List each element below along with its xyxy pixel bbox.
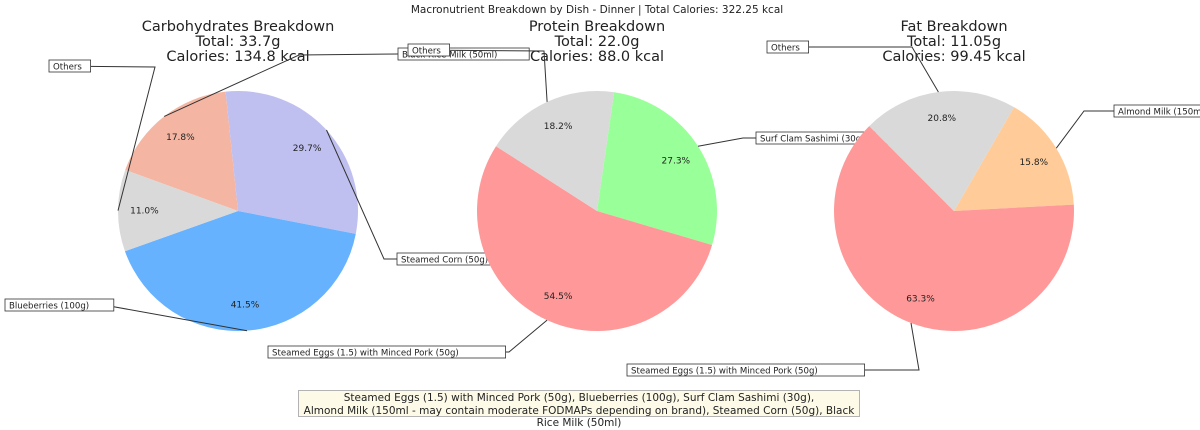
slice-label: Others <box>53 62 82 72</box>
ingredient-note-line-2: Almond Milk (150ml - may contain moderat… <box>303 404 855 430</box>
leader-line <box>1055 110 1114 149</box>
chart-calories: Calories: 134.8 kcal <box>166 49 309 65</box>
slice-label: Almond Milk (150ml) <box>1118 107 1200 117</box>
leader-line <box>697 137 756 147</box>
slice-percent-label: 54.5% <box>544 292 573 302</box>
slice-label-box <box>407 43 450 57</box>
leader-line <box>163 53 399 117</box>
slice-label: Steamed Eggs (1.5) with Minced Pork (50g… <box>272 348 459 358</box>
leader-line <box>767 46 939 93</box>
slice-percent-label: 41.5% <box>231 300 260 310</box>
slice-label: Steamed Eggs (1.5) with Minced Pork (50g… <box>631 366 818 376</box>
fat-chart: Fat Breakdown Total: 11.05g Calories: 99… <box>626 19 1200 377</box>
pie-slice <box>476 146 713 332</box>
slice-label: Surf Clam Sashimi (30g) <box>760 134 865 144</box>
slice-percent-label: 27.3% <box>662 157 691 167</box>
slice-label-box <box>1113 104 1200 118</box>
leader-line <box>326 129 397 260</box>
slice-percent-label: 18.2% <box>544 122 573 132</box>
slice-label: Others <box>412 46 441 56</box>
slice-label-box <box>48 59 91 73</box>
slice-label-box <box>267 345 507 359</box>
pie-slice <box>124 211 356 332</box>
pie-slice <box>118 169 238 252</box>
slice-label-box <box>626 363 866 377</box>
chart-total: Total: 22.0g <box>554 34 640 50</box>
chart-total: Total: 11.05g <box>906 34 1001 50</box>
pie-slices: 15.8% Almond Milk (150ml) 63.3% Steamed Egg… <box>626 40 1200 377</box>
slice-percent-label: 11.0% <box>130 207 159 217</box>
slice-label: Blueberries (100g) <box>9 301 89 311</box>
slice-label-box <box>4 298 115 312</box>
pie-slice <box>225 90 359 234</box>
protein-chart: Protein Breakdown Total: 22.0g Calories:… <box>267 19 894 359</box>
ingredient-note-line-1: Steamed Eggs (1.5) with Minced Pork (50g… <box>343 392 815 404</box>
pie-slices: 27.3% Surf Clam Sashimi (30g) 54.5% Steamed… <box>267 43 894 359</box>
chart-total: Total: 33.7g <box>195 34 281 50</box>
pie-slice <box>597 92 717 246</box>
pie-slice <box>954 107 1074 211</box>
ingredient-note-box: Steamed Eggs (1.5) with Minced Pork (50g… <box>298 390 860 429</box>
pie-slices: 17.8%Black Rice Milk (50ml)29.7%Steamed … <box>4 47 530 332</box>
slice-label: Steamed Corn (50g) <box>401 255 488 265</box>
slice-percent-label: 20.8% <box>928 114 957 124</box>
chart-calories: Calories: 99.45 kcal <box>882 49 1025 65</box>
figure-suptitle: Macronutrient Breakdown by Dish - Dinner… <box>411 4 783 16</box>
macronutrient-figure: Macronutrient Breakdown by Dish - Dinner… <box>4 4 1200 377</box>
pie-slice <box>125 91 238 211</box>
chart-title: Fat Breakdown <box>900 19 1007 35</box>
pie-slice <box>496 91 615 211</box>
pie-slice <box>834 126 1075 331</box>
slice-percent-label: 63.3% <box>906 294 935 304</box>
leader-line <box>407 49 548 102</box>
pie-slice <box>869 91 1014 211</box>
slice-label-box <box>766 40 809 54</box>
chart-calories: Calories: 88.0 kcal <box>530 49 664 65</box>
leader-line <box>627 322 920 371</box>
slice-label: Others <box>771 43 800 53</box>
chart-title: Carbohydrates Breakdown <box>142 19 335 35</box>
slice-percent-label: 29.7% <box>293 144 322 154</box>
chart-title: Protein Breakdown <box>529 19 665 35</box>
slice-percent-label: 15.8% <box>1020 158 1049 168</box>
carbohydrates-chart: Carbohydrates Breakdown Total: 33.7g Cal… <box>4 19 530 332</box>
slice-percent-label: 17.8% <box>166 133 195 143</box>
